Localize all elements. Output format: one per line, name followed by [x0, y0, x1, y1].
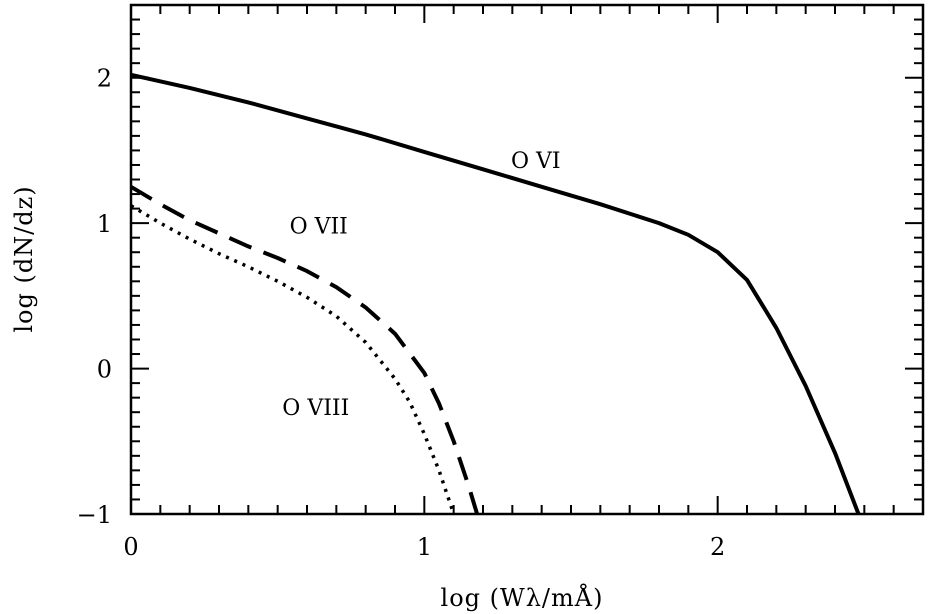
- x-tick-label: 2: [710, 533, 725, 561]
- ticks: [130, 4, 924, 515]
- x-tick-label: 0: [123, 533, 138, 561]
- series-label-o-viii: O VIII: [282, 396, 349, 421]
- plot-frame: [129, 3, 925, 516]
- y-axis-title: log (dN/dz): [10, 185, 38, 332]
- series-label-o-vi: O VI: [511, 149, 561, 174]
- series-line-o-vii: [129, 185, 480, 515]
- y-tick-label: 2: [97, 65, 112, 93]
- series-labels: O VI O VII O VIII: [282, 149, 560, 421]
- series-label-o-vii: O VII: [290, 214, 348, 239]
- x-axis-title: log (Wλ/mÅ): [441, 583, 604, 612]
- series-line-o-viii: [130, 204, 456, 515]
- curves: [129, 72, 861, 515]
- x-tick-label: 1: [417, 533, 432, 561]
- series-line-o-vi: [130, 72, 861, 515]
- y-tick-label: −1: [77, 501, 112, 529]
- y-tick-label: 1: [97, 210, 112, 238]
- tick-labels: 0 1 2 −1 0 1 2: [77, 65, 726, 561]
- y-tick-label: 0: [97, 356, 112, 384]
